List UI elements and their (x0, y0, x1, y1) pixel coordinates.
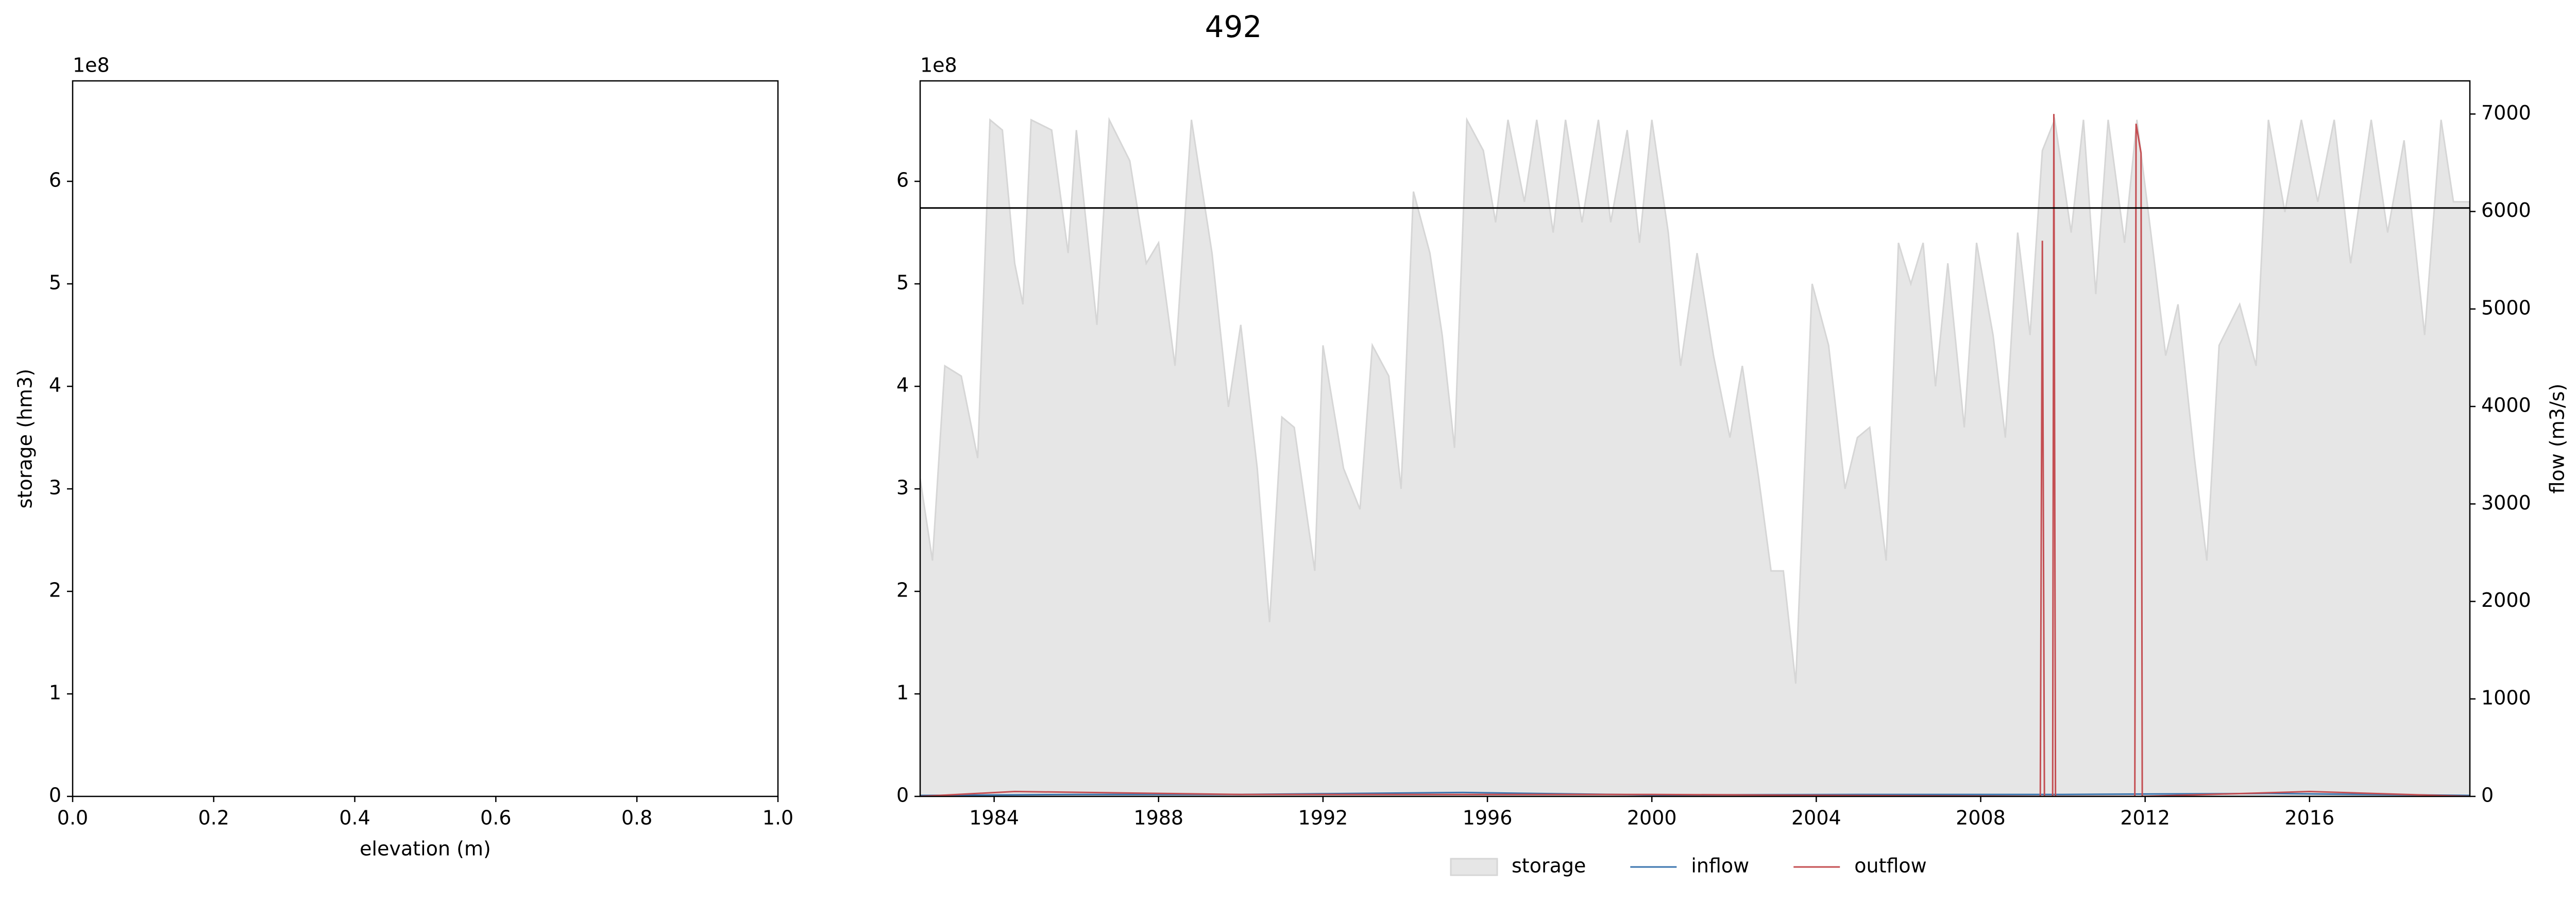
x-tick-label: 0.6 (480, 807, 511, 829)
line (920, 114, 2470, 796)
x-tick-label: 0.0 (57, 807, 88, 829)
y-tick-label: 1 (896, 682, 909, 704)
x-tick-label: 1988 (1133, 807, 1183, 829)
y2-tick-label: 7000 (2481, 101, 2531, 124)
y-tick-label: 3 (49, 476, 61, 499)
x-tick-label: 2012 (2120, 807, 2170, 829)
y-tick-label: 2 (896, 579, 909, 602)
axes-frame (919, 80, 2471, 797)
y-tick-label: 0 (49, 784, 61, 807)
y2-tick-label: 5000 (2481, 296, 2531, 319)
y2-tick-label: 1000 (2481, 686, 2531, 709)
y2-tick-label: 4000 (2481, 394, 2531, 417)
y-tick-label: 3 (896, 476, 909, 499)
x-tick-label: 0.8 (621, 807, 652, 829)
y-offset-label: 1e8 (73, 54, 110, 77)
x-tick-label: 0.2 (198, 807, 229, 829)
x-tick-label: 0.4 (339, 807, 370, 829)
y-offset-label: 1e8 (920, 54, 957, 77)
y-tick-label: 4 (896, 374, 909, 397)
y-tick-label: 6 (49, 169, 61, 192)
chart-title: 492 (1205, 9, 1262, 44)
x-tick-label: 2008 (1956, 807, 2006, 829)
y-tick-label: 6 (896, 169, 909, 192)
legend-label: outflow (1854, 855, 1927, 877)
legend-label: storage (1512, 855, 1586, 877)
y2-tick-label: 0 (2481, 784, 2494, 807)
y2-tick-label: 2000 (2481, 589, 2531, 611)
y-tick-label: 4 (49, 374, 61, 397)
x-tick-label: 1996 (1463, 807, 1513, 829)
plot-area (920, 114, 2470, 796)
y-axis-label: storage (hm3) (14, 369, 37, 508)
area (920, 116, 2470, 796)
x-tick-label: 1984 (969, 807, 1019, 829)
x-tick-label: 2016 (2284, 807, 2334, 829)
x-axis-label: elevation (m) (360, 838, 491, 860)
y-tick-label: 2 (49, 579, 61, 602)
y2-tick-label: 3000 (2481, 491, 2531, 514)
legend-label: inflow (1691, 855, 1749, 877)
y-tick-label: 5 (49, 271, 61, 294)
y-tick-label: 5 (896, 271, 909, 294)
y-tick-label: 1 (49, 682, 61, 704)
x-tick-label: 1992 (1298, 807, 1348, 829)
x-tick-label: 2000 (1627, 807, 1677, 829)
y2-axis-label: flow (m3/s) (2546, 384, 2569, 494)
x-tick-label: 1.0 (762, 807, 793, 829)
y-tick-label: 0 (896, 784, 909, 807)
legend-swatch (1450, 858, 1498, 876)
x-tick-label: 2004 (1791, 807, 1841, 829)
y2-tick-label: 6000 (2481, 199, 2531, 222)
axes-frame (72, 80, 779, 797)
